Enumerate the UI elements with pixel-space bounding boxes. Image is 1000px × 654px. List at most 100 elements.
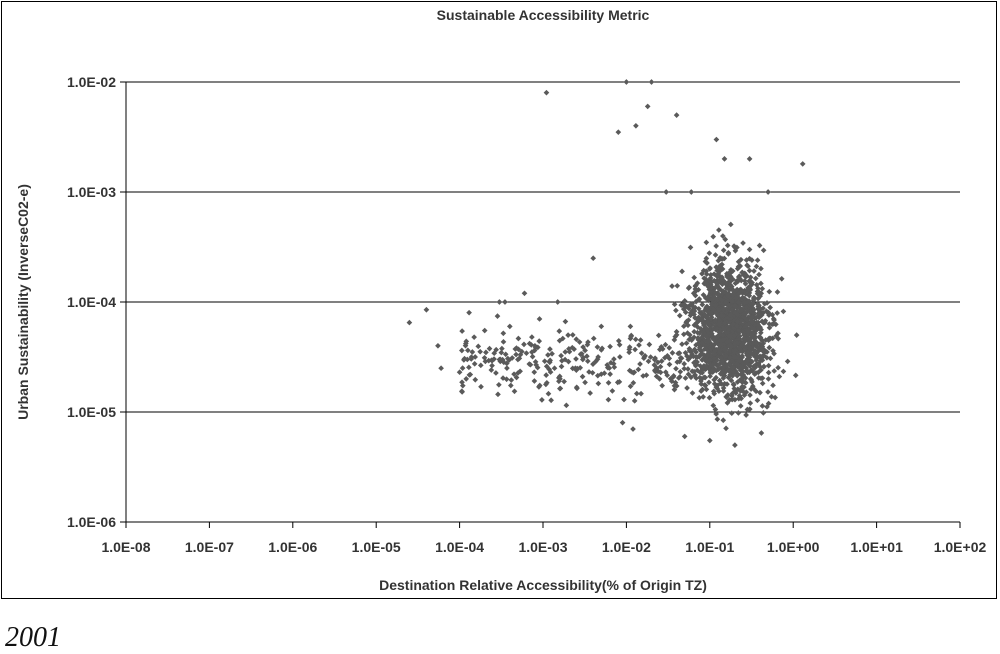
data-point [615,129,622,135]
data-point [674,282,681,289]
data-point [706,357,713,363]
data-point [465,347,471,354]
data-point [677,355,684,361]
data-point [681,365,688,372]
data-point [478,383,484,390]
grid-lines [126,81,960,413]
data-point [695,336,702,343]
data-point [744,286,751,293]
data-point [686,347,693,354]
data-point [685,371,692,378]
data-point [746,298,752,304]
data-point [746,156,753,162]
data-point [759,285,766,292]
data-point [719,275,725,282]
data-point [718,359,725,365]
data-point [485,357,492,364]
data-point [733,322,740,329]
data-point [745,361,752,368]
data-point [716,377,723,384]
data-point [628,369,635,375]
data-point [719,266,726,272]
data-point [671,386,678,393]
data-point [654,359,661,366]
data-point [692,282,699,289]
data-point [713,411,720,417]
data-point [707,373,713,380]
data-point [573,356,579,362]
data-point [631,398,638,404]
data-point [733,295,740,301]
data-point [689,368,696,375]
x-axis-label: Destination Relative Accessibility(% of … [379,577,707,593]
data-point [545,352,551,358]
data-point [771,350,777,357]
data-point [722,236,729,243]
data-point [700,394,706,400]
data-point [675,375,682,381]
data-point [759,318,765,325]
data-point [679,268,685,275]
data-point [714,416,721,423]
data-point [699,270,705,277]
data-point [698,325,704,332]
data-point [681,433,688,440]
data-point [664,372,671,379]
data-point [709,330,715,337]
data-point [706,379,712,386]
data-point [712,302,719,309]
data-point [605,396,612,403]
data-point [733,390,739,396]
data-point [766,311,773,318]
data-point [728,358,735,364]
data-point [712,317,719,323]
data-point [647,354,654,360]
data-point [690,353,697,360]
data-point [521,341,527,348]
data-point [760,247,767,254]
data-point [706,292,713,298]
data-point [499,345,505,352]
data-point [681,323,687,330]
data-point [743,412,749,418]
data-point [728,410,735,417]
x-tick-label: 1.0E-07 [185,539,234,555]
data-point [723,353,729,360]
data-point [519,348,525,355]
data-point [683,340,690,347]
data-point [633,390,640,397]
data-point [623,79,630,85]
data-point [598,371,605,378]
data-point [711,376,717,383]
data-point [651,356,658,363]
data-point [467,371,474,378]
data-point [760,305,766,312]
data-point [716,322,723,328]
data-point [466,309,472,316]
data-point [616,341,623,348]
data-point [694,354,700,360]
data-point [528,342,535,348]
year-caption: 2001 [5,622,61,653]
data-point [766,324,773,331]
data-point [713,339,720,345]
data-point [767,304,773,311]
data-point [754,300,761,307]
data-point [750,326,757,332]
data-point [555,375,562,381]
data-point [710,365,717,371]
y-tick-label: 1.0E-05 [67,404,116,420]
data-point [770,382,776,389]
data-point [671,301,678,308]
data-point [691,308,698,314]
data-point [561,378,567,385]
data-point [469,349,476,355]
data-point [459,347,465,354]
data-point [529,349,535,355]
data-point [745,335,751,342]
data-point [694,367,701,374]
data-point [732,302,738,309]
data-point [611,356,617,362]
data-point [751,364,758,371]
data-point [753,263,760,270]
